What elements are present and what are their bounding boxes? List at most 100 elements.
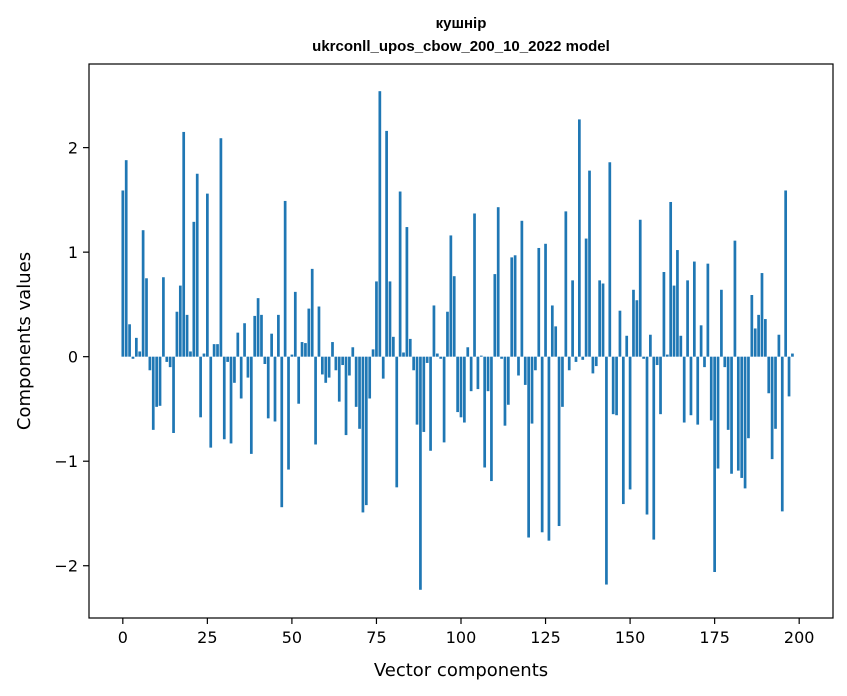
bar: [216, 344, 219, 357]
bar: [601, 283, 605, 357]
x-axis-label: Vector components: [374, 660, 548, 681]
bar: [287, 356, 290, 470]
x-tick-label: 175: [699, 628, 730, 647]
bar: [348, 356, 351, 376]
bar: [195, 173, 199, 357]
bar: [743, 356, 747, 489]
bar: [148, 356, 152, 371]
bar: [706, 263, 710, 357]
bar: [253, 315, 257, 357]
bar: [550, 305, 554, 357]
bar: [222, 356, 226, 440]
bar: [260, 314, 263, 357]
bar: [128, 324, 131, 357]
bar: [344, 356, 348, 436]
bar: [571, 280, 574, 357]
bar: [283, 200, 287, 357]
bar: [314, 356, 317, 445]
bar: [774, 356, 777, 429]
bar: [202, 353, 206, 357]
bar: [780, 356, 784, 512]
bar: [479, 355, 483, 357]
bar: [273, 356, 277, 422]
bar: [341, 356, 344, 366]
bar: [676, 250, 679, 357]
bar: [726, 356, 730, 430]
bar: [280, 356, 284, 508]
y-tick-label: 2: [68, 139, 78, 158]
bar: [615, 356, 618, 416]
bar: [249, 356, 253, 454]
bar: [331, 342, 334, 357]
bar: [381, 356, 385, 379]
bar: [354, 356, 358, 407]
bar: [141, 230, 145, 357]
bar: [757, 314, 760, 357]
bar: [709, 356, 713, 421]
bar: [561, 356, 564, 407]
bar: [155, 356, 158, 407]
bar: [172, 356, 175, 433]
bar: [192, 221, 196, 357]
x-tick-label: 125: [530, 628, 561, 647]
y-axis-ticks: −2 −1 0 1 2: [54, 139, 89, 576]
bar: [124, 160, 128, 357]
bar: [263, 356, 267, 364]
bar: [435, 353, 439, 357]
bar: [540, 356, 544, 533]
bar: [270, 333, 273, 357]
bar: [229, 356, 233, 444]
bar: [581, 356, 585, 360]
bar: [655, 356, 659, 366]
bar: [740, 356, 744, 478]
bar: [713, 356, 716, 573]
bar: [692, 261, 696, 357]
bar: [452, 276, 456, 357]
bar: [598, 280, 602, 357]
bar: [446, 311, 449, 357]
chart-title-line2: ukrconll_upos_cbow_200_10_2022 model: [312, 38, 610, 55]
bar: [189, 351, 192, 357]
bar: [523, 356, 527, 385]
bar: [659, 356, 662, 415]
bar: [557, 356, 561, 527]
bar: [686, 280, 689, 357]
bar: [520, 220, 524, 357]
y-tick-label: 1: [68, 243, 78, 262]
bar: [564, 211, 568, 357]
bar: [395, 356, 399, 488]
bar: [408, 338, 412, 357]
bar: [696, 356, 700, 425]
bar: [750, 295, 754, 357]
bar: [720, 289, 723, 357]
bar: [649, 334, 652, 357]
bar: [662, 272, 666, 357]
bar: [672, 285, 676, 357]
bar: [337, 356, 341, 402]
bar: [703, 356, 706, 368]
bar: [621, 356, 625, 505]
bar: [290, 354, 294, 357]
x-axis-ticks: 0 25 50 75 100 125 150 175 200: [118, 618, 814, 647]
bar: [304, 343, 307, 357]
bar: [588, 170, 591, 357]
bar: [459, 356, 463, 418]
bar: [158, 356, 162, 406]
bar: [415, 356, 419, 425]
bar: [544, 243, 547, 357]
bar: [206, 193, 209, 357]
bar: [466, 347, 470, 357]
plot-frame: [88, 63, 834, 619]
bar: [368, 356, 372, 399]
bar: [375, 281, 378, 357]
bar: [605, 356, 608, 585]
bar: [297, 356, 301, 404]
bar: [212, 344, 216, 357]
bar: [162, 277, 165, 357]
bar: [517, 356, 520, 376]
bar: [642, 356, 645, 359]
bar: [784, 190, 788, 357]
bar: [547, 356, 551, 541]
x-tick-label: 75: [366, 628, 386, 647]
